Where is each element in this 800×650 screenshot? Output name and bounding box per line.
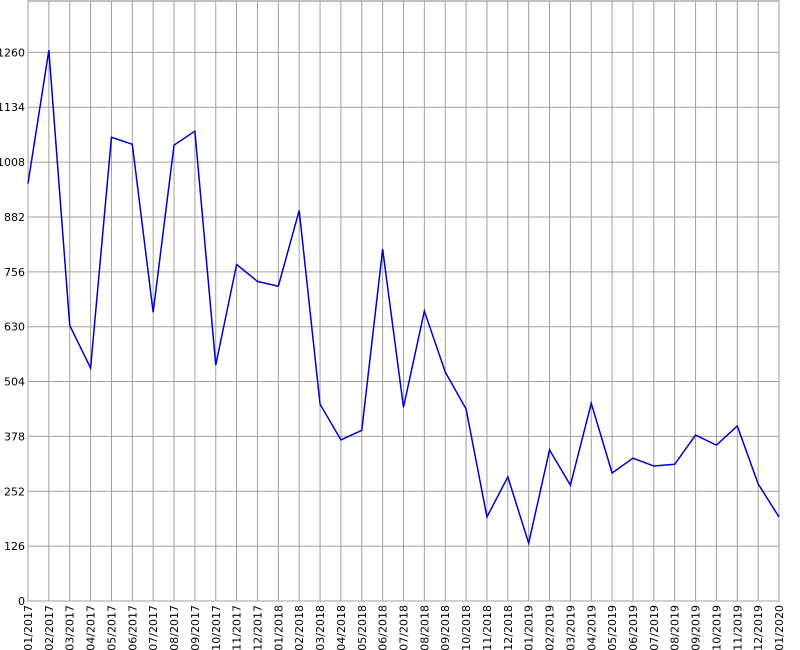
x-tick-label: 11/2017 [231,605,244,650]
x-tick-label: 07/2017 [147,605,160,650]
x-tick-label: 10/2018 [460,605,473,650]
x-tick-label: 02/2019 [544,605,557,650]
x-tick-label: 08/2019 [669,605,682,650]
x-tick-label: 09/2018 [439,605,452,650]
line [27,50,780,546]
x-tick-label: 12/2017 [251,605,264,650]
x-tick-label: 05/2017 [105,605,118,650]
y-tick-label: 630 [4,321,25,334]
x-tick-label: 11/2018 [481,605,494,650]
x-tick-label: 07/2018 [398,605,411,650]
x-tick-label: 12/2018 [502,605,515,650]
x-tick-label: 03/2019 [564,605,577,650]
x-tick-label: 06/2018 [377,605,390,650]
x-tick-label: 10/2019 [710,605,723,650]
x-tick-label: 12/2019 [752,605,765,650]
y-tick-label: 504 [4,376,25,389]
x-tick-label: 04/2017 [85,605,98,650]
x-tick-label: 09/2017 [189,605,202,650]
y-tick-label: 378 [4,430,25,443]
x-tick-label: 05/2019 [606,605,619,650]
x-tick-label: 02/2018 [293,605,306,650]
y-tick-label: 1008 [0,156,25,169]
x-tick-label: 01/2020 [773,605,786,650]
y-tick-label: 1134 [0,101,25,114]
x-tick-label: 04/2018 [335,605,348,650]
y-tick-label: 252 [4,485,25,498]
x-tick-label: 11/2019 [731,605,744,650]
x-tick-label: 10/2017 [210,605,223,650]
y-tick-label: 1260 [0,46,25,59]
x-tick-label: 09/2019 [690,605,703,650]
y-tick-label: 0 [18,595,25,608]
x-tick-label: 02/2017 [43,605,56,650]
x-tick-label: 01/2017 [22,605,35,650]
x-tick-label: 06/2019 [627,605,640,650]
x-tick-label: 06/2017 [126,605,139,650]
y-tick-label: 756 [4,266,25,279]
y-tick-label: 126 [4,540,25,553]
x-tick-label: 03/2018 [314,605,327,650]
x-tick-label: 08/2017 [168,605,181,650]
x-tick-label: 01/2018 [272,605,285,650]
x-tick-label: 07/2019 [648,605,661,650]
x-tick-label: 05/2018 [356,605,369,650]
x-tick-label: 04/2019 [585,605,598,650]
x-tick-label: 01/2019 [523,605,536,650]
x-tick-label: 08/2018 [418,605,431,650]
y-tick-label: 882 [4,211,25,224]
x-tick-label: 03/2017 [64,605,77,650]
